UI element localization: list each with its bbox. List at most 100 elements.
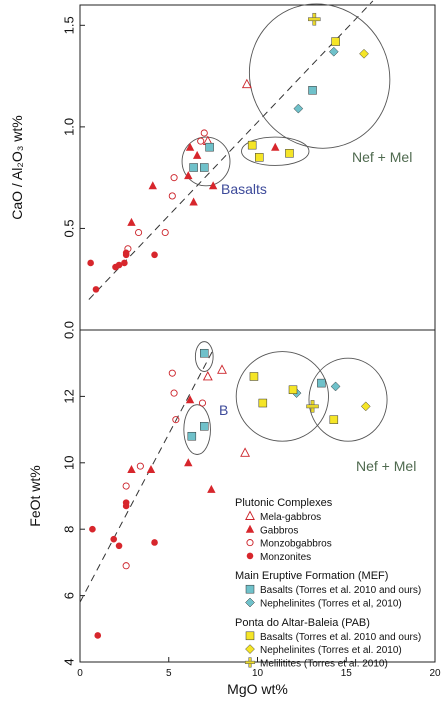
group-ellipse [194,341,214,372]
data-point [187,431,197,441]
data-point [184,458,193,467]
data-point [110,535,118,543]
x-tick-label: 20 [429,668,441,679]
y-tick-label: 10 [61,456,76,470]
x-tick-label: 5 [166,668,172,679]
data-point [200,129,208,137]
trend-line [88,0,374,300]
data-point [189,163,198,172]
data-point [121,259,128,267]
data-point [135,228,143,237]
data-point [329,415,339,424]
legend-marker [244,657,256,668]
group-ellipse [181,136,231,187]
data-point [258,398,268,408]
x-tick-label: 10 [252,668,264,679]
legend-section-title: Main Eruptive Formation (MEF) [235,570,388,582]
group-ellipse [235,351,329,442]
y-tick-label: 1.5 [61,16,76,34]
data-point [122,482,130,490]
legend-entry: Monzobgabbros [260,539,332,550]
y-tick-label: 8 [61,526,76,533]
legend-entry: Monzonites [260,552,311,563]
data-point [317,378,326,388]
data-point [161,228,169,237]
y-tick-label: 6 [61,592,76,599]
data-point [255,153,264,162]
legend-marker [245,597,255,608]
data-point [170,389,178,397]
data-point [200,348,209,358]
data-point [208,181,218,190]
group-annotation: Nef + Mel [356,458,416,474]
data-point [87,259,94,267]
data-point [168,192,176,200]
legend-marker [246,552,254,560]
data-point [185,142,195,151]
data-point [205,142,214,152]
data-point [285,149,294,158]
legend-marker [245,584,255,594]
group-ellipse [183,404,211,455]
legend-section-title: Ponta do Altar-Baleia (PAB) [235,617,370,629]
legend-entry: Nephelinites (Torres et al, 2010) [260,599,402,610]
data-point [200,422,209,431]
y-tick-label: 12 [61,389,76,403]
data-point [308,12,321,26]
data-point [122,249,130,257]
data-point [94,632,102,639]
x-tick-label: 0 [77,668,83,679]
data-point [185,395,195,404]
data-point [249,372,259,381]
data-point [331,37,340,46]
legend-section-title: Plutonic Complexes [235,497,333,509]
data-point [207,484,216,493]
data-point [240,447,251,457]
legend-entry: Gabbros [260,525,298,536]
y-tick-label: 4 [61,658,76,665]
y-axis-label: FeOt wt% [27,465,43,526]
group-ellipse [248,3,391,149]
data-point [271,142,280,151]
data-point [202,371,213,381]
data-point [151,251,158,259]
legend-entry: Melilitites (Torres et al. 2010) [260,658,388,669]
data-point [198,399,207,407]
data-point [122,562,130,570]
data-point [247,140,257,150]
data-point [197,137,205,145]
data-point [293,103,304,114]
y-tick-label: 0.5 [61,219,76,237]
y-tick-label: 1.0 [61,118,76,136]
data-point [200,163,209,172]
data-point [288,385,298,395]
x-axis-label: MgO wt% [227,681,288,697]
data-point [306,400,319,413]
data-point [92,286,100,293]
panel-feot: 4 6 8 10 12 0 5 10 15 20 MgO wt% FeOt wt% B Nef + Mel [27,329,441,697]
data-point [127,464,136,473]
y-tick-label: 0.0 [61,321,76,339]
data-point [136,462,144,470]
data-point [89,525,96,533]
legend-entry: Basalts (Torres et al. 2010 and ours) [260,585,421,596]
data-point [359,48,369,59]
data-point [308,86,317,95]
y-axis-label: CaO / Al₂O₃ wt% [9,115,25,220]
legend-marker [245,510,255,520]
group-annotation: Nef + Mel [352,149,412,165]
data-point [148,181,157,190]
legend-marker [245,524,255,533]
legend-entry: Basalts (Torres et al. 2010 and ours) [260,632,421,643]
legend-marker [245,644,255,654]
data-point [115,261,123,269]
legend-marker [245,631,255,641]
legend-marker [246,539,254,547]
data-point [172,416,180,424]
group-annotation: Basalts [221,181,267,197]
data-point [122,499,130,506]
legend-entry: Nephelinites (Torres et al. 2010) [260,645,402,656]
legend-entry: Mela-gabbros [260,512,321,523]
data-point [360,401,371,412]
